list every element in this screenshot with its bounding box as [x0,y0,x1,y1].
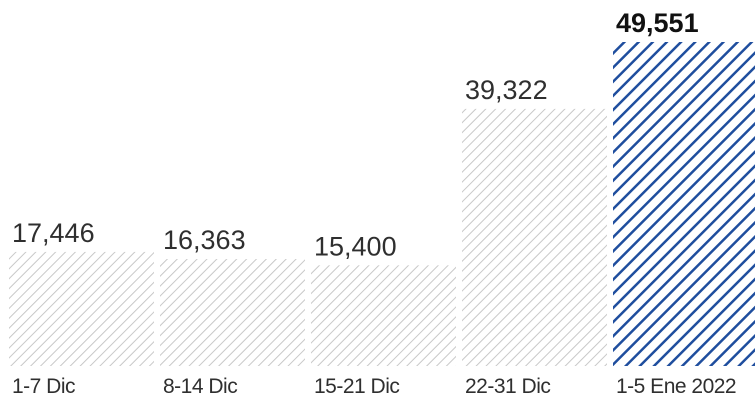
category-label-4: 22-31 Dic [465,375,550,398]
value-label-2: 16,363 [163,225,246,255]
bar-2 [160,259,305,366]
value-label-1: 17,446 [12,218,95,248]
bar-4 [462,108,607,366]
category-label-5: 1-5 Ene 2022 [616,375,736,398]
category-label-1: 1-7 Dic [12,375,75,398]
value-labels-layer: 17,446 16,363 15,400 39,322 49,551 [12,8,699,261]
value-label-3: 15,400 [314,231,397,261]
value-label-4: 39,322 [465,75,548,105]
value-label-5: 49,551 [616,8,699,38]
category-label-2: 8-14 Dic [163,375,237,398]
bar-1 [9,251,154,366]
category-labels-layer: 1-7 Dic 8-14 Dic 15-21 Dic 22-31 Dic 1-5 Ene… [12,375,737,398]
category-label-3: 15-21 Dic [314,375,399,398]
bars-layer [9,42,755,366]
bar-5 [613,42,755,366]
bar-3 [311,265,456,366]
